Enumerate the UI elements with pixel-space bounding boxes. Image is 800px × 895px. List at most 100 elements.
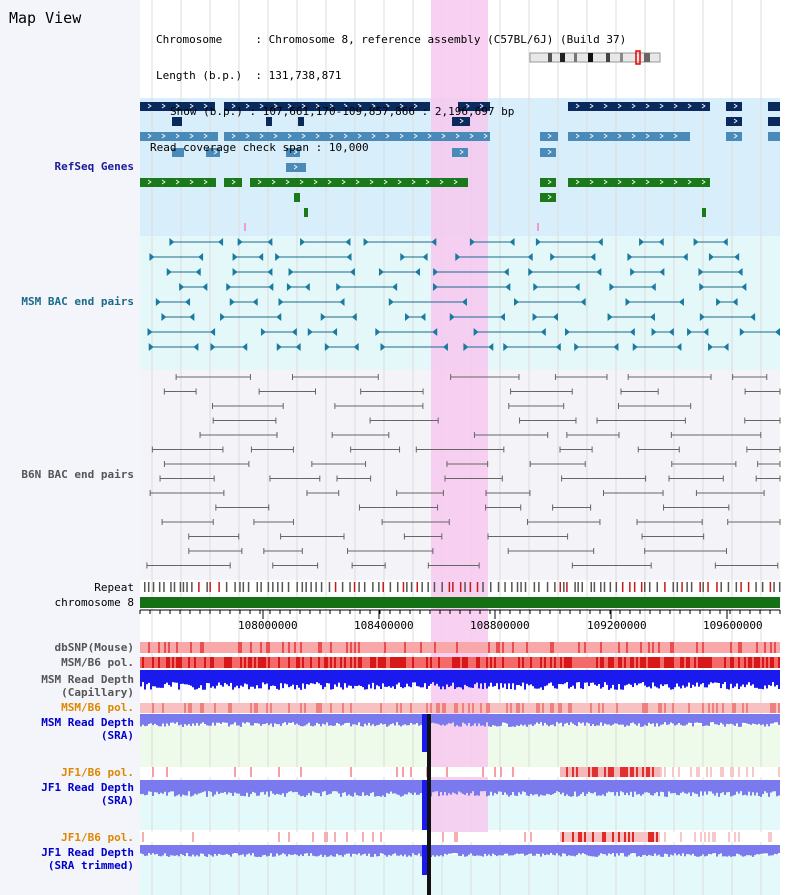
jf1-pol-strip (564, 832, 566, 842)
jf1-trim-depth-bar (628, 845, 630, 856)
msm-pol-strip (496, 657, 498, 668)
jf1-pol-strip (172, 832, 174, 842)
dbsnp-strip (180, 642, 182, 653)
jf1-pol-strip (316, 832, 318, 842)
msm-pol-strip (178, 657, 180, 668)
msm-capillary-depth-bar (592, 670, 594, 683)
msm-pol-strip (504, 703, 506, 713)
jf1-pol-strip (704, 832, 706, 842)
msm-pol-strip (674, 703, 676, 713)
msm-sra-depth-bar (660, 714, 662, 725)
jf1-sra-depth-bar (672, 780, 674, 794)
msm-sra-depth-bar (142, 714, 144, 725)
jf1-pol-strip (464, 767, 466, 777)
msm-pol-strip (510, 657, 512, 668)
msm-pol-strip (778, 657, 780, 668)
jf1-sra-depth-bar (656, 780, 658, 793)
jf1-trim-depth-bar (588, 845, 590, 856)
msm-capillary-depth-bar (552, 670, 554, 686)
msm-pol-strip (534, 703, 536, 713)
repeat-mark (218, 582, 220, 592)
msm-pol-strip (636, 657, 638, 668)
msm-sra-depth-bar (682, 714, 684, 726)
jf1-pol-strip (326, 767, 328, 777)
msm-capillary-depth-bar (608, 670, 610, 690)
repeat-mark (600, 582, 602, 592)
jf1-sra-depth-bar (698, 780, 700, 797)
jf1-trim-depth-bar (342, 845, 344, 857)
msm-capillary-depth-bar (286, 670, 288, 685)
jf1-pol-strip (576, 767, 578, 777)
jf1-trim-depth-bar (584, 845, 586, 855)
msm-capillary-depth-bar (370, 670, 372, 689)
jf1-pol-strip (568, 767, 570, 777)
jf1-pol-strip (144, 767, 146, 777)
bac-end-marker (698, 268, 704, 276)
jf1-trim-depth-bar (268, 845, 270, 856)
jf1-sra-depth-bar (740, 780, 742, 792)
msm-capillary-depth-bar (448, 670, 450, 688)
jf1-trim-depth-bar (700, 845, 702, 856)
msm-pol-strip (508, 657, 510, 668)
msm-sra-depth-bar (276, 714, 278, 725)
jf1-trim-depth-bar (196, 845, 198, 856)
jf1-pol-strip (654, 767, 656, 777)
jf1-trim-depth-bar (296, 845, 298, 855)
jf1-trim-depth-bar (148, 845, 150, 854)
jf1-sra-depth-bar (212, 780, 214, 797)
gene-strand-marker (425, 179, 430, 185)
msm-pol-strip (264, 703, 266, 713)
dbsnp-strip (494, 642, 496, 653)
jf1-sra-depth-bar (316, 780, 318, 793)
bac-end-marker (218, 238, 224, 246)
msm-pol-strip (614, 703, 616, 713)
dbsnp-strip (300, 642, 302, 653)
jf1-trim-depth-bar (606, 845, 608, 856)
jf1-trim-depth-bar (328, 845, 330, 857)
dbsnp-strip (414, 642, 416, 653)
jf1-pol-strip (656, 832, 658, 842)
jf1-trim-depth-bar (248, 845, 250, 854)
msm-pol-strip (606, 657, 608, 668)
jf1-pol-strip (770, 767, 772, 777)
jf1-pol-strip (562, 832, 564, 842)
repeat-mark (328, 582, 331, 592)
jf1-pol-strip (634, 832, 636, 842)
jf1-sra-depth-bar (196, 780, 198, 795)
bac-end-marker (375, 328, 381, 336)
dbsnp-strip (720, 642, 722, 653)
repeat-mark (707, 582, 709, 592)
jf1-pol-strip (350, 832, 352, 842)
repeat-mark (341, 582, 344, 592)
msm-pol-strip (540, 657, 542, 668)
jf1-pol-strip (578, 832, 580, 842)
jf1-sra-depth-bar (330, 780, 332, 794)
msm-pol-strip (724, 703, 726, 713)
axis-tick-label: 109200000 (587, 619, 647, 632)
jf1-pol-strip (418, 767, 420, 777)
jf1-pol-strip (744, 832, 746, 842)
msm-pol-strip (408, 657, 410, 668)
jf1-trim-depth-bar (142, 845, 144, 855)
jf1-sra-depth-bar (350, 780, 352, 796)
dbsnp-strip (502, 642, 504, 653)
jf1-pol-strip (152, 767, 154, 777)
msm-pol-strip (378, 657, 380, 668)
msm-capillary-depth-bar (422, 670, 424, 688)
gene-strand-marker (589, 133, 594, 139)
msm-pol-strip (668, 657, 670, 668)
jf1-trim-depth-bar (316, 845, 318, 857)
jf1-sra-depth-bar (250, 780, 252, 795)
jf1-pol-strip (278, 832, 280, 842)
msm-pol-strip (162, 657, 164, 668)
jf1-pol-strip (226, 832, 228, 842)
jf1-trim-depth-bar (472, 845, 474, 856)
msm-capillary-depth-bar (588, 670, 590, 687)
msm-pol-strip (142, 703, 144, 713)
dbsnp-strip (578, 642, 580, 653)
jf1-pol-strip (208, 832, 210, 842)
jf1-trim-depth-bar (140, 845, 142, 854)
msm-pol-strip (386, 703, 388, 713)
msm-pol-strip (702, 657, 704, 668)
msm-pol-strip (630, 657, 632, 668)
